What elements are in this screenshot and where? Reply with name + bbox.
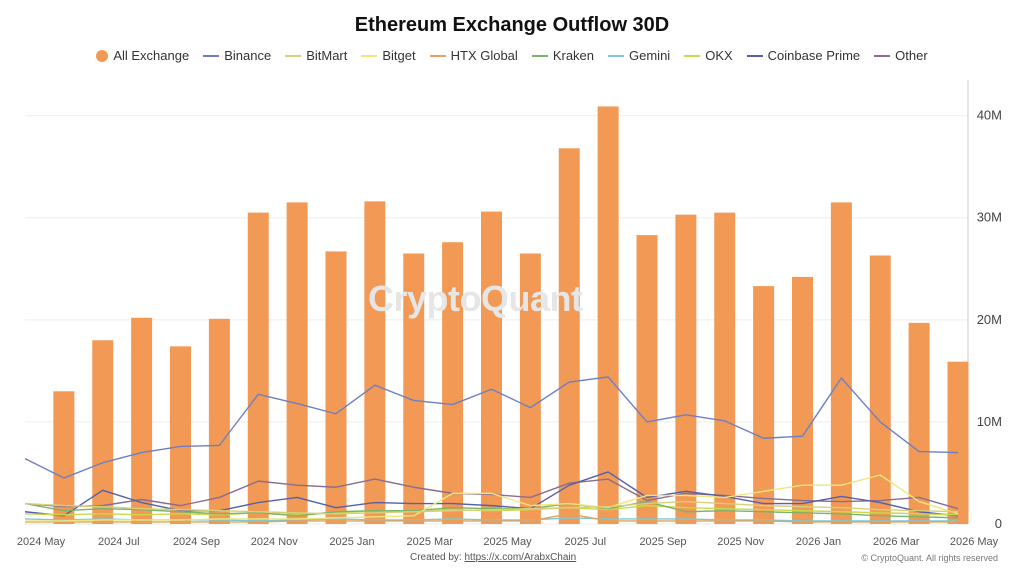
legend-label: All Exchange [113,48,190,63]
bar [792,276,813,524]
bar [92,340,114,524]
series-line-okx [24,504,959,516]
bar [325,251,347,524]
series-line-htx-global [25,513,958,523]
series-line-coinbase-prime [24,471,959,517]
created-by-link[interactable]: https://x.com/ArabxChain [464,552,577,563]
x-tick-label: 2025 Jul [564,536,606,548]
legend-item[interactable]: Binance [203,48,271,63]
legend-label: Binance [224,48,272,63]
bar [247,212,269,524]
bar [675,214,697,524]
series-line-binance [24,376,959,479]
legend-label: Kraken [552,48,595,63]
legend-swatch [203,54,220,57]
bar [597,106,619,524]
legend-item[interactable]: Coinbase Prime [746,48,861,63]
x-tick-label: 2024 May [17,536,66,548]
bar [208,318,230,524]
chart-title: Ethereum Exchange Outflow 30D [354,14,670,36]
x-tick-label: 2025 Sep [639,536,686,548]
y-tick-label: 40M [977,108,1002,123]
x-tick-label: 2024 Nov [251,536,299,548]
bar [636,235,658,524]
series-line-bitmart [24,500,959,515]
legend-swatch [96,49,109,62]
x-tick-label: 2026 May [950,536,999,548]
legend-label: BitMart [306,48,348,63]
footer-copyright: © CryptoQuant. All rights reserved [861,553,998,563]
x-tick-label: 2024 Sep [173,536,220,548]
legend-swatch [285,54,302,57]
legend-swatch [429,54,446,57]
legend-swatch [874,54,891,57]
bar [53,391,75,524]
x-tick-label: 2025 Mar [407,536,454,548]
bar [830,202,852,524]
bar [714,212,736,524]
bar [364,201,386,524]
y-tick-label: 10M [977,414,1002,429]
series-line-kraken [24,500,959,519]
legend-item[interactable]: All Exchange [96,48,189,63]
legend-label: HTX Global [450,48,518,63]
bar [869,255,891,524]
legend-label: OKX [705,48,733,63]
bar [286,202,308,524]
bar [481,211,502,525]
x-tick-label: 2026 Mar [873,536,920,548]
legend-label: Gemini [629,48,671,63]
legend-item[interactable]: BitMart [285,48,347,63]
x-tick-label: 2024 Jul [98,536,140,548]
y-tick-label: 0 [995,516,1002,531]
legend-item[interactable]: Other [874,48,928,63]
series-line-bitget [25,474,959,522]
legend-swatch [361,54,378,57]
legend-swatch [746,54,763,57]
y-tick-label: 20M [977,312,1002,327]
legend-item[interactable]: Bitget [361,48,416,63]
bar [908,322,930,524]
bar [170,346,191,524]
created-by-label: Created by: [410,552,462,563]
legend-label: Other [895,48,928,63]
legend-swatch [531,54,548,57]
x-tick-label: 2025 Nov [717,536,765,548]
legend-item[interactable]: OKX [684,48,733,63]
x-tick-label: 2026 Jan [796,536,841,548]
legend-swatch [684,54,701,57]
bar [558,148,580,524]
watermark: CryptoQuant [368,278,583,319]
y-tick-label: 30M [977,210,1002,225]
bar [947,361,969,524]
x-tick-label: 2025 May [483,536,532,548]
x-tick-label: 2025 Jan [329,536,374,548]
bar [442,242,464,524]
legend-item[interactable]: Gemini [608,48,670,63]
legend-item[interactable]: Kraken [531,48,595,63]
bar [403,253,425,524]
legend-item[interactable]: HTX Global [429,48,518,63]
footer-credit: Created by: https://x.com/ArabxChain [410,552,576,563]
bar [753,286,775,524]
legend-label: Bitget [382,48,416,63]
bar [519,253,541,524]
series-line-other [24,478,959,510]
legend-label: Coinbase Prime [767,48,861,63]
chart-legend: All Exchange Binance BitMart Bitget HTX Glob… [0,48,1024,63]
bar [131,317,153,524]
legend-swatch [608,54,625,57]
